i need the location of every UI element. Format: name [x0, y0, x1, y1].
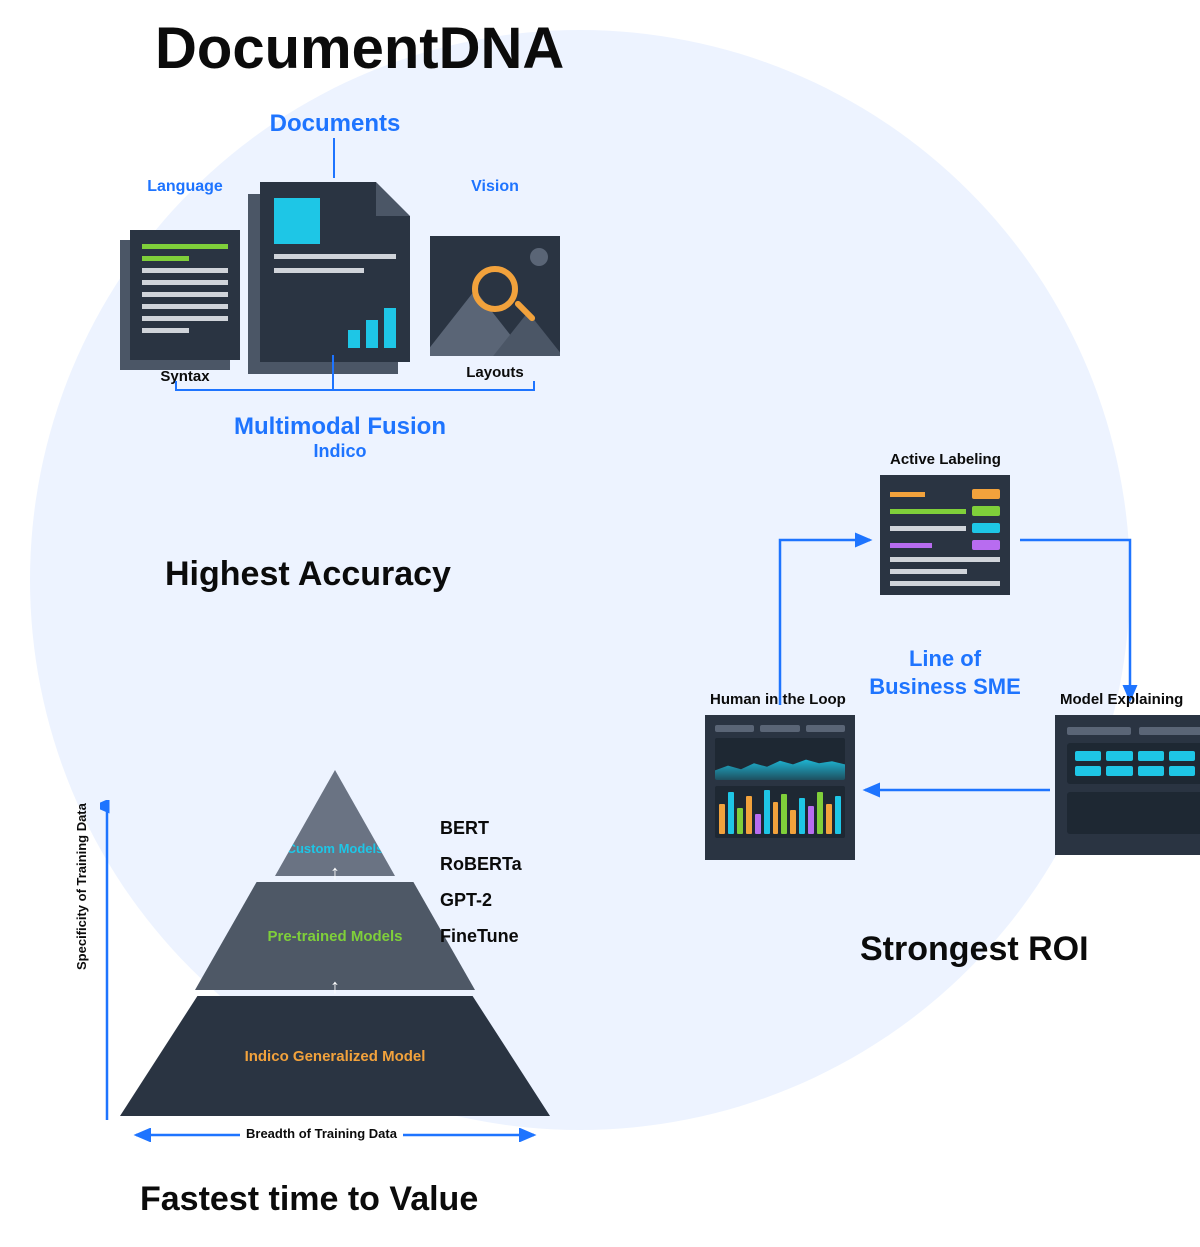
model-item: RoBERTa [440, 846, 522, 882]
human-in-loop-label: Human in the Loop [710, 691, 846, 708]
magnifier-icon [472, 266, 518, 312]
y-axis-arrow-icon [100, 800, 112, 1120]
model-item: BERT [440, 810, 522, 846]
pyramid-mid-layer: Pre-trained Models [195, 882, 475, 990]
page-title: DocumentDNA [155, 15, 564, 82]
vision-column: Vision Layouts [430, 178, 560, 381]
model-item: FineTune [440, 918, 522, 954]
active-labeling-label: Active Labeling [890, 451, 1001, 468]
model-explaining-icon [1055, 715, 1200, 855]
model-list: BERT RoBERTa GPT-2 FineTune [440, 810, 522, 954]
multimodal-fusion-group: Documents Language Syntax [130, 110, 650, 462]
human-in-loop-icon [705, 715, 855, 860]
syntax-label: Syntax [160, 368, 209, 385]
pyramid-group: Specificity of Training Data Custom Mode… [60, 770, 620, 1120]
strongest-roi-heading: Strongest ROI [860, 930, 1089, 969]
multimodal-fusion-label: Multimodal Fusion Indico [170, 413, 510, 462]
documents-row: Language Syntax [130, 178, 650, 385]
y-axis-label: Specificity of Training Data [74, 803, 89, 970]
language-syntax-icon [130, 230, 240, 360]
fusion-title: Multimodal Fusion [170, 413, 510, 441]
x-axis-label: Breadth of Training Data [240, 1126, 403, 1141]
up-arrow-icon: ↑ [330, 976, 340, 999]
fastest-time-heading: Fastest time to Value [140, 1180, 478, 1219]
fusion-subtitle: Indico [170, 441, 510, 462]
model-item: GPT-2 [440, 882, 522, 918]
connector-line [333, 138, 335, 178]
language-label: Language [147, 178, 223, 196]
model-explaining-label: Model Explaining [1060, 691, 1183, 708]
vision-label: Vision [471, 178, 519, 196]
vision-layouts-icon [430, 236, 560, 356]
language-column: Language Syntax [130, 178, 240, 385]
active-labeling-icon [880, 475, 1010, 595]
up-arrow-icon: ↑ [330, 862, 340, 885]
documents-heading: Documents [250, 110, 420, 138]
documents-column [260, 178, 410, 362]
layouts-label: Layouts [466, 364, 524, 381]
doc-bars-icon [348, 308, 396, 348]
roi-center-label: Line of Business SME [865, 645, 1025, 700]
document-report-icon [260, 182, 410, 362]
pyramid-bottom-layer: Indico Generalized Model [120, 996, 550, 1116]
pyramid-top-layer: Custom Models [275, 770, 395, 876]
highest-accuracy-heading: Highest Accuracy [165, 555, 451, 594]
